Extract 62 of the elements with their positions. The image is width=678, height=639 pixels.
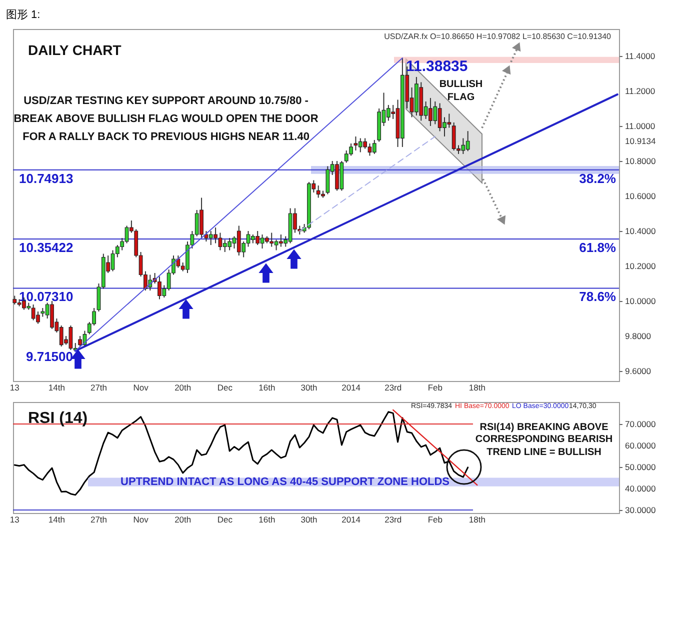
- annotation: 11.38835: [406, 58, 468, 75]
- annotation: FOR A RALLY BACK TO PREVIOUS HIGHS NEAR 11.40: [22, 131, 310, 143]
- y-tick-label: 9.6000: [625, 366, 652, 376]
- y-tick-label: 30.0000: [625, 504, 656, 515]
- y-tick-label: 10.4000: [625, 226, 656, 236]
- x-tick-label: Nov: [133, 382, 150, 392]
- x-tick-label: 23rd: [384, 514, 402, 524]
- y-tick-label: 10.6000: [625, 190, 656, 201]
- candlestick: [372, 139, 376, 154]
- ref-line-label: 10.07310: [19, 289, 74, 304]
- x-tick-label: Nov: [133, 514, 150, 524]
- x-tick-label: 18th: [468, 514, 486, 524]
- x-tick-label: 27th: [90, 382, 108, 392]
- text: 图形 1:: [6, 9, 40, 21]
- text: DAILY CHART: [28, 42, 122, 58]
- x-tick-label: Feb: [428, 382, 443, 392]
- x-tick-label: 14th: [48, 514, 66, 524]
- annotation: 61.8%: [579, 240, 616, 255]
- annotation: 9.71500: [26, 349, 73, 364]
- y-tick-label: 40.0000: [625, 483, 656, 494]
- x-tick-label: 30th: [300, 382, 318, 392]
- annotation: 38.2%: [579, 171, 616, 186]
- x-tick-label: Dec: [217, 514, 234, 524]
- y-tick-label: 70.0000: [625, 418, 656, 429]
- x-tick-label: 18th: [468, 382, 486, 392]
- x-tick-label: 14th: [48, 382, 66, 392]
- x-tick-label: 23rd: [384, 382, 402, 392]
- x-tick-label: 13: [10, 382, 20, 392]
- ref-line-label: 10.35422: [19, 240, 74, 256]
- y-tick-label: 10.2000: [625, 261, 656, 271]
- y-tick-label: 60.0000: [625, 440, 656, 450]
- annotation: RSI(14) BREAKING ABOVE: [480, 422, 609, 433]
- y-tick-label: 10.9134: [625, 136, 656, 146]
- annotation: TREND LINE = BULLISH: [486, 447, 602, 458]
- y-tick-label: 50.0000: [625, 462, 656, 472]
- annotation: USD/ZAR TESTING KEY SUPPORT AROUND 10.75/80 -: [24, 95, 309, 107]
- annotation: USD/ZAR.fx O=10.86650 H=10.97082 L=10.85630 C=10.91340: [384, 32, 612, 41]
- y-tick-label: 10.0000: [625, 296, 656, 306]
- y-tick-label: 11.4000: [625, 50, 656, 61]
- chart-title: RSI (14): [28, 410, 88, 427]
- y-tick-label: 11.0000: [625, 120, 656, 131]
- annotation: BREAK ABOVE BULLISH FLAG WOULD OPEN THE DOOR: [14, 113, 318, 125]
- y-tick-label: 11.2000: [625, 86, 656, 96]
- x-tick-label: 20th: [174, 514, 192, 524]
- annotation: CORRESPONDING BEARISH: [475, 434, 613, 445]
- x-tick-label: 16th: [258, 382, 276, 392]
- x-tick-label: 13: [10, 514, 20, 524]
- annotation: BULLISH: [439, 79, 483, 90]
- y-tick-label: 9.8000: [625, 331, 652, 342]
- ref-line-label: 10.74913: [19, 170, 74, 186]
- y-tick-label: 10.8000: [625, 156, 656, 166]
- annotation: 78.6%: [579, 289, 616, 304]
- band-label: UPTREND INTACT AS LONG AS 40-45 SUPPORT ZONE HOLDS: [120, 476, 450, 488]
- x-tick-label: 20th: [174, 382, 192, 392]
- annotation: FLAG: [447, 92, 475, 103]
- x-tick-label: 27th: [90, 514, 108, 524]
- x-tick-label: 2014: [342, 382, 361, 392]
- x-tick-label: 16th: [258, 514, 276, 524]
- x-tick-label: Feb: [428, 514, 443, 524]
- x-tick-label: Dec: [217, 382, 234, 392]
- x-tick-label: 2014: [342, 514, 361, 524]
- x-tick-label: 30th: [300, 514, 318, 524]
